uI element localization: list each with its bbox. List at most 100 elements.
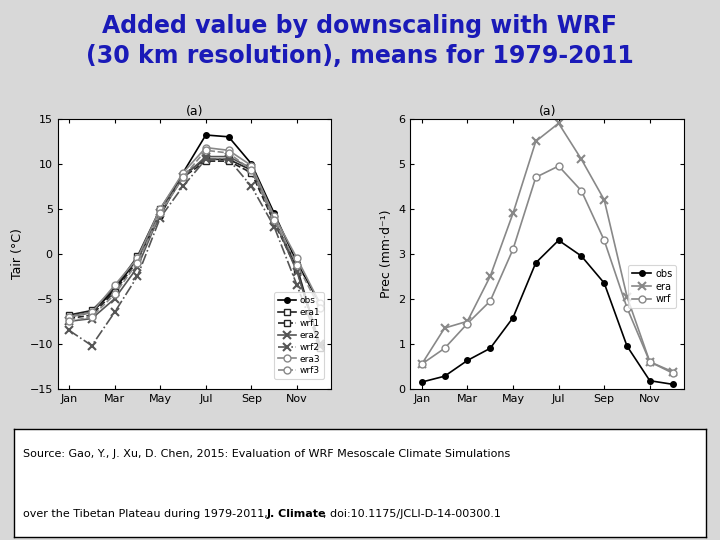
Line: era: era — [418, 119, 677, 376]
era3 — [179, 170, 187, 176]
wrf3 — [202, 147, 210, 153]
era — [554, 120, 563, 126]
obs — [486, 345, 495, 352]
Line: obs: obs — [419, 238, 675, 387]
wrf — [600, 237, 608, 244]
Text: J. Climate: J. Climate — [266, 509, 326, 519]
Text: , doi:10.1175/JCLI-D-14-00300.1: , doi:10.1175/JCLI-D-14-00300.1 — [323, 509, 501, 519]
era — [441, 325, 449, 331]
obs — [179, 170, 187, 176]
Title: (a): (a) — [539, 105, 556, 118]
obs — [224, 133, 233, 140]
era3 — [156, 206, 164, 212]
era2 — [270, 217, 279, 223]
obs — [133, 255, 142, 261]
era3 — [88, 309, 96, 315]
wrf1 — [315, 345, 324, 352]
obs — [202, 132, 210, 138]
era1 — [292, 264, 301, 271]
wrf — [554, 163, 563, 169]
Text: Added value by downscaling with WRF
(30 km resolution), means for 1979-2011: Added value by downscaling with WRF (30 … — [86, 14, 634, 68]
era1 — [65, 312, 73, 318]
era2 — [202, 153, 210, 160]
wrf1 — [247, 170, 256, 176]
era2 — [156, 210, 164, 217]
era3 — [315, 300, 324, 307]
wrf2 — [292, 282, 301, 288]
era — [600, 197, 608, 203]
wrf1 — [292, 267, 301, 273]
wrf1 — [202, 158, 210, 164]
era2 — [315, 341, 324, 347]
era3 — [224, 147, 233, 153]
era2 — [133, 264, 142, 271]
wrf3 — [88, 314, 96, 320]
era2 — [292, 268, 301, 275]
Legend: obs, era1, wrf1, era2, wrf2, era3, wrf3: obs, era1, wrf1, era2, wrf2, era3, wrf3 — [274, 293, 324, 379]
wrf — [418, 361, 426, 367]
era2 — [247, 165, 256, 172]
era — [577, 156, 586, 163]
era1 — [270, 217, 279, 223]
era — [486, 273, 495, 280]
wrf3 — [65, 318, 73, 325]
obs — [463, 357, 472, 364]
era — [418, 361, 426, 367]
wrf2 — [315, 342, 324, 349]
obs — [531, 260, 540, 266]
era1 — [202, 156, 210, 163]
obs — [441, 373, 449, 380]
obs — [315, 300, 324, 307]
era3 — [270, 213, 279, 219]
Title: (a): (a) — [186, 105, 203, 118]
obs — [668, 381, 677, 388]
Line: obs: obs — [66, 132, 323, 320]
obs — [270, 210, 279, 217]
obs — [554, 237, 563, 244]
wrf1 — [270, 219, 279, 226]
era1 — [247, 167, 256, 173]
obs — [247, 160, 256, 167]
Line: wrf: wrf — [418, 163, 676, 376]
era2 — [179, 174, 187, 180]
era — [531, 138, 540, 145]
wrf3 — [292, 261, 301, 268]
wrf1 — [65, 315, 73, 322]
era1 — [179, 171, 187, 178]
obs — [88, 309, 96, 315]
era3 — [202, 144, 210, 151]
wrf2 — [179, 183, 187, 190]
obs — [600, 280, 608, 286]
era1 — [133, 253, 142, 260]
wrf2 — [110, 309, 119, 315]
Line: wrf2: wrf2 — [65, 155, 324, 350]
wrf3 — [133, 260, 142, 266]
era2 — [110, 295, 119, 302]
era3 — [247, 163, 256, 169]
wrf1 — [133, 258, 142, 264]
era1 — [88, 307, 96, 314]
Line: era2: era2 — [65, 152, 324, 348]
Legend: obs, era, wrf: obs, era, wrf — [628, 265, 676, 308]
wrf — [531, 174, 540, 180]
wrf2 — [247, 183, 256, 190]
wrf — [577, 187, 586, 194]
wrf3 — [179, 174, 187, 180]
wrf2 — [133, 273, 142, 280]
wrf — [668, 370, 677, 376]
obs — [623, 343, 631, 349]
wrf3 — [156, 210, 164, 217]
wrf — [463, 320, 472, 327]
wrf3 — [224, 150, 233, 156]
era1 — [110, 285, 119, 291]
Line: wrf3: wrf3 — [66, 147, 323, 325]
era1 — [315, 342, 324, 349]
era — [463, 318, 472, 325]
Line: era1: era1 — [66, 156, 323, 349]
Text: Source: Gao, Y., J. Xu, D. Chen, 2015: Evaluation of WRF Mesoscale Climate Simul: Source: Gao, Y., J. Xu, D. Chen, 2015: E… — [23, 449, 510, 459]
wrf2 — [224, 156, 233, 163]
obs — [65, 314, 73, 320]
era — [668, 368, 677, 375]
era — [508, 210, 517, 217]
wrf1 — [156, 207, 164, 214]
